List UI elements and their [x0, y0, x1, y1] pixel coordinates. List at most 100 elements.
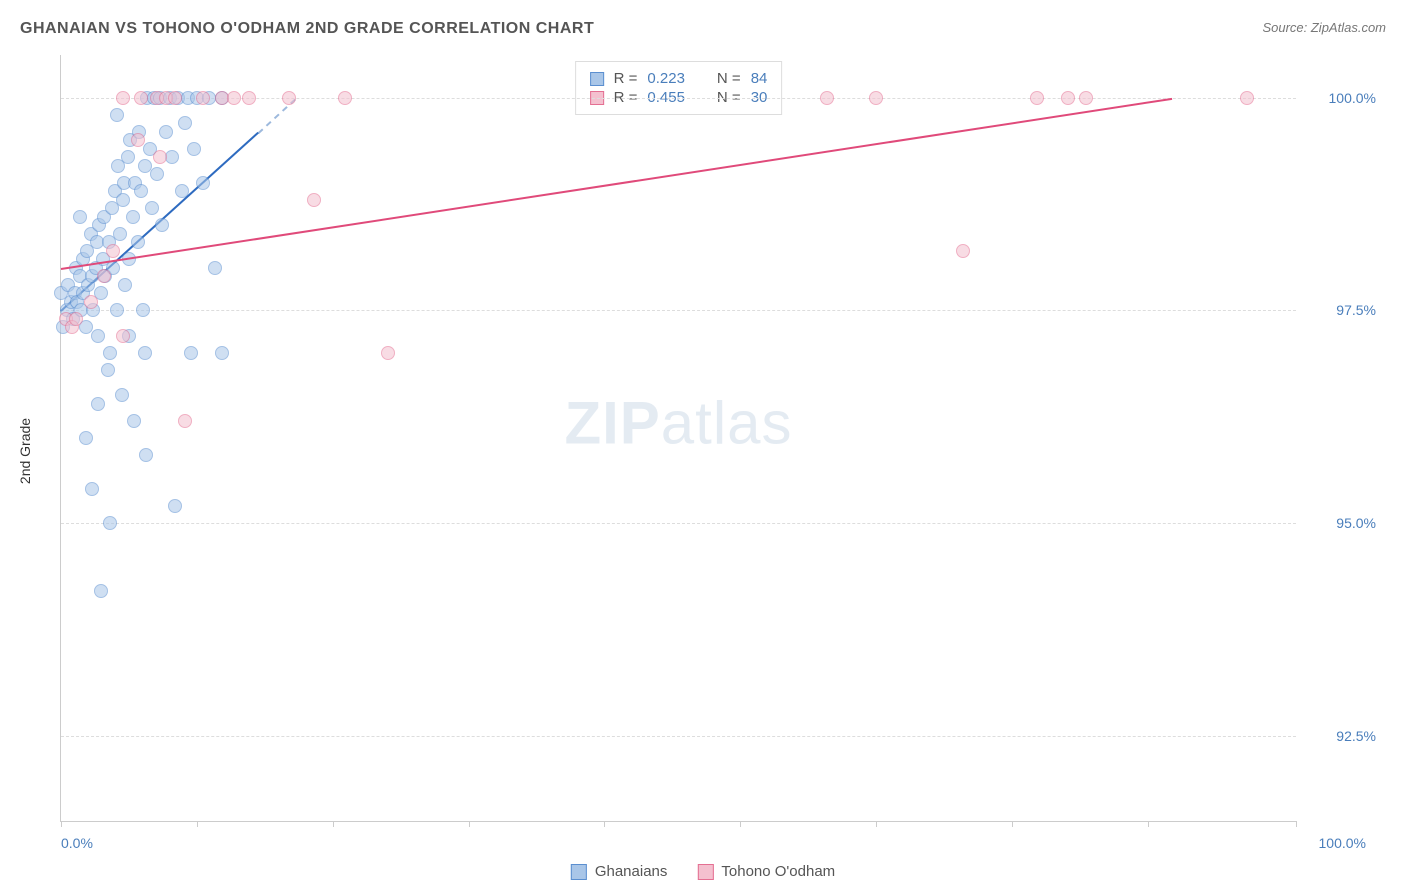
stats-box: R = 0.223N = 84R = 0.455N = 30 — [575, 61, 783, 115]
data-point — [227, 91, 241, 105]
data-point — [155, 218, 169, 232]
x-tick — [604, 821, 605, 827]
data-point — [73, 210, 87, 224]
x-tick — [1296, 821, 1297, 827]
data-point — [91, 329, 105, 343]
data-point — [242, 91, 256, 105]
data-point — [116, 329, 130, 343]
legend-label: Tohono O'odham — [721, 863, 835, 880]
y-tick-label: 92.5% — [1336, 728, 1376, 744]
data-point — [1079, 91, 1093, 105]
data-point — [84, 295, 98, 309]
legend-item[interactable]: Ghanaians — [571, 863, 668, 880]
stats-r-label: R = — [614, 70, 638, 87]
x-tick — [197, 821, 198, 827]
x-tick — [333, 821, 334, 827]
data-point — [116, 91, 130, 105]
stats-n-label: N = — [717, 70, 741, 87]
y-tick-label: 95.0% — [1336, 515, 1376, 531]
data-point — [215, 346, 229, 360]
data-point — [131, 133, 145, 147]
data-point — [338, 91, 352, 105]
data-point — [118, 278, 132, 292]
data-point — [153, 150, 167, 164]
data-point — [91, 397, 105, 411]
legend-swatch — [571, 864, 587, 880]
data-point — [106, 244, 120, 258]
x-tick-label-min: 0.0% — [61, 835, 93, 851]
data-point — [820, 91, 834, 105]
x-tick — [740, 821, 741, 827]
data-point — [150, 167, 164, 181]
data-point — [116, 193, 130, 207]
data-point — [956, 244, 970, 258]
data-point — [126, 210, 140, 224]
x-tick — [1148, 821, 1149, 827]
watermark-atlas: atlas — [661, 389, 793, 456]
data-point — [103, 516, 117, 530]
watermark-zip: ZIP — [564, 389, 660, 456]
data-point — [1240, 91, 1254, 105]
data-point — [79, 431, 93, 445]
x-tick-label-max: 100.0% — [1319, 835, 1366, 851]
data-point — [134, 91, 148, 105]
x-tick — [469, 821, 470, 827]
gridline — [61, 523, 1296, 524]
data-point — [138, 346, 152, 360]
data-point — [282, 91, 296, 105]
trendline — [61, 98, 1173, 270]
stats-swatch — [590, 72, 604, 86]
y-axis-label: 2nd Grade — [17, 418, 33, 484]
data-point — [869, 91, 883, 105]
data-point — [184, 346, 198, 360]
data-point — [85, 482, 99, 496]
data-point — [139, 448, 153, 462]
data-point — [127, 414, 141, 428]
legend: Ghanaians Tohono O'odham — [571, 863, 835, 880]
data-point — [208, 261, 222, 275]
data-point — [113, 227, 127, 241]
data-point — [110, 108, 124, 122]
data-point — [187, 142, 201, 156]
data-point — [196, 176, 210, 190]
legend-swatch — [697, 864, 713, 880]
data-point — [101, 363, 115, 377]
data-point — [178, 116, 192, 130]
watermark: ZIPatlas — [564, 388, 792, 457]
data-point — [134, 184, 148, 198]
x-tick — [1012, 821, 1013, 827]
data-point — [381, 346, 395, 360]
data-point — [145, 201, 159, 215]
chart-title: GHANAIAN VS TOHONO O'ODHAM 2ND GRADE COR… — [20, 20, 594, 38]
data-point — [131, 235, 145, 249]
gridline — [61, 736, 1296, 737]
stats-n-value: 84 — [751, 70, 768, 87]
data-point — [97, 269, 111, 283]
gridline — [61, 310, 1296, 311]
data-point — [1030, 91, 1044, 105]
data-point — [159, 125, 173, 139]
data-point — [175, 184, 189, 198]
data-point — [136, 303, 150, 317]
data-point — [115, 388, 129, 402]
plot-area: ZIPatlas R = 0.223N = 84R = 0.455N = 30 … — [60, 55, 1296, 822]
data-point — [168, 91, 182, 105]
plot-wrap: 2nd Grade ZIPatlas R = 0.223N = 84R = 0.… — [40, 55, 1386, 847]
data-point — [1061, 91, 1075, 105]
data-point — [103, 346, 117, 360]
legend-item[interactable]: Tohono O'odham — [697, 863, 835, 880]
stats-row: R = 0.223 N = 84 — [590, 70, 768, 87]
data-point — [94, 584, 108, 598]
legend-label: Ghanaians — [595, 863, 668, 880]
stats-r-value: 0.223 — [647, 70, 685, 87]
y-tick-label: 100.0% — [1329, 90, 1376, 106]
x-tick — [61, 821, 62, 827]
data-point — [69, 312, 83, 326]
x-tick — [876, 821, 877, 827]
source-label: Source: ZipAtlas.com — [1262, 20, 1386, 35]
data-point — [168, 499, 182, 513]
data-point — [307, 193, 321, 207]
data-point — [178, 414, 192, 428]
data-point — [110, 303, 124, 317]
data-point — [165, 150, 179, 164]
